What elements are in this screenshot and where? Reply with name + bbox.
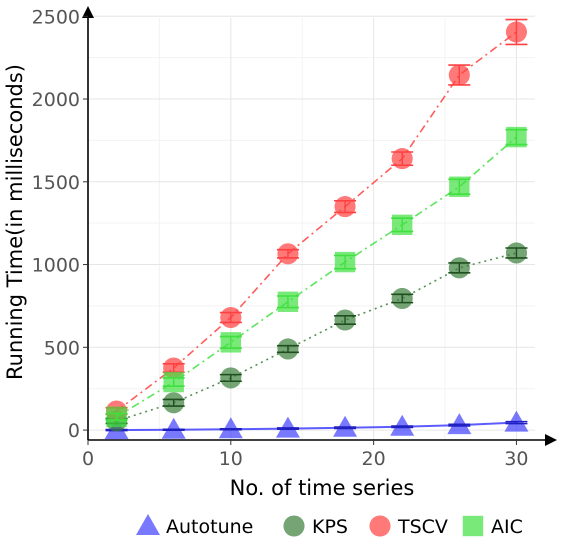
x-axis-title: No. of time series [230, 476, 415, 500]
y-tick-label: 1500 [32, 172, 80, 194]
y-tick-label: 500 [44, 337, 80, 359]
y-tick-label: 0 [68, 420, 80, 442]
legend-tscv-label: TSCV [397, 516, 448, 538]
legend-aic-label: AIC [491, 516, 523, 538]
x-axis-arrow [545, 434, 557, 446]
autotune-point [275, 416, 300, 438]
legend-aic-marker [462, 515, 484, 537]
y-tick-label: 2500 [32, 6, 80, 28]
y-tick-label: 2000 [32, 89, 80, 111]
autotune-point [390, 414, 415, 436]
legend-autotune-marker [136, 514, 160, 535]
x-tick-label: 10 [219, 448, 243, 470]
autotune-point [333, 415, 358, 437]
series-kps [105, 242, 528, 432]
tscv-line [116, 31, 517, 412]
y-axis-arrow [82, 6, 94, 18]
x-tick-label: 0 [82, 448, 94, 470]
axes: 0 10 20 30 0 500 1000 1500 2000 2500 [32, 6, 557, 470]
legend: Autotune KPS TSCV AIC [136, 514, 523, 538]
autotune-point [218, 417, 243, 439]
series-tscv [105, 18, 528, 422]
series-autotune [104, 410, 529, 440]
legend-item-autotune: Autotune [136, 514, 253, 538]
series-aic [105, 126, 528, 428]
legend-autotune-label: Autotune [166, 516, 253, 538]
legend-item-kps: KPS [283, 515, 348, 538]
y-tick-label: 1000 [32, 255, 80, 277]
legend-tscv-marker [369, 515, 391, 537]
x-tick-label: 30 [504, 448, 528, 470]
series-layer [104, 18, 529, 440]
legend-kps-marker [283, 515, 305, 537]
legend-item-tscv: TSCV [369, 515, 448, 538]
autotune-point [161, 417, 186, 439]
y-axis-title: Running Time(in milliseconds) [3, 64, 27, 380]
x-tick-label: 20 [362, 448, 386, 470]
legend-kps-label: KPS [312, 516, 348, 538]
legend-item-aic: AIC [462, 515, 523, 538]
